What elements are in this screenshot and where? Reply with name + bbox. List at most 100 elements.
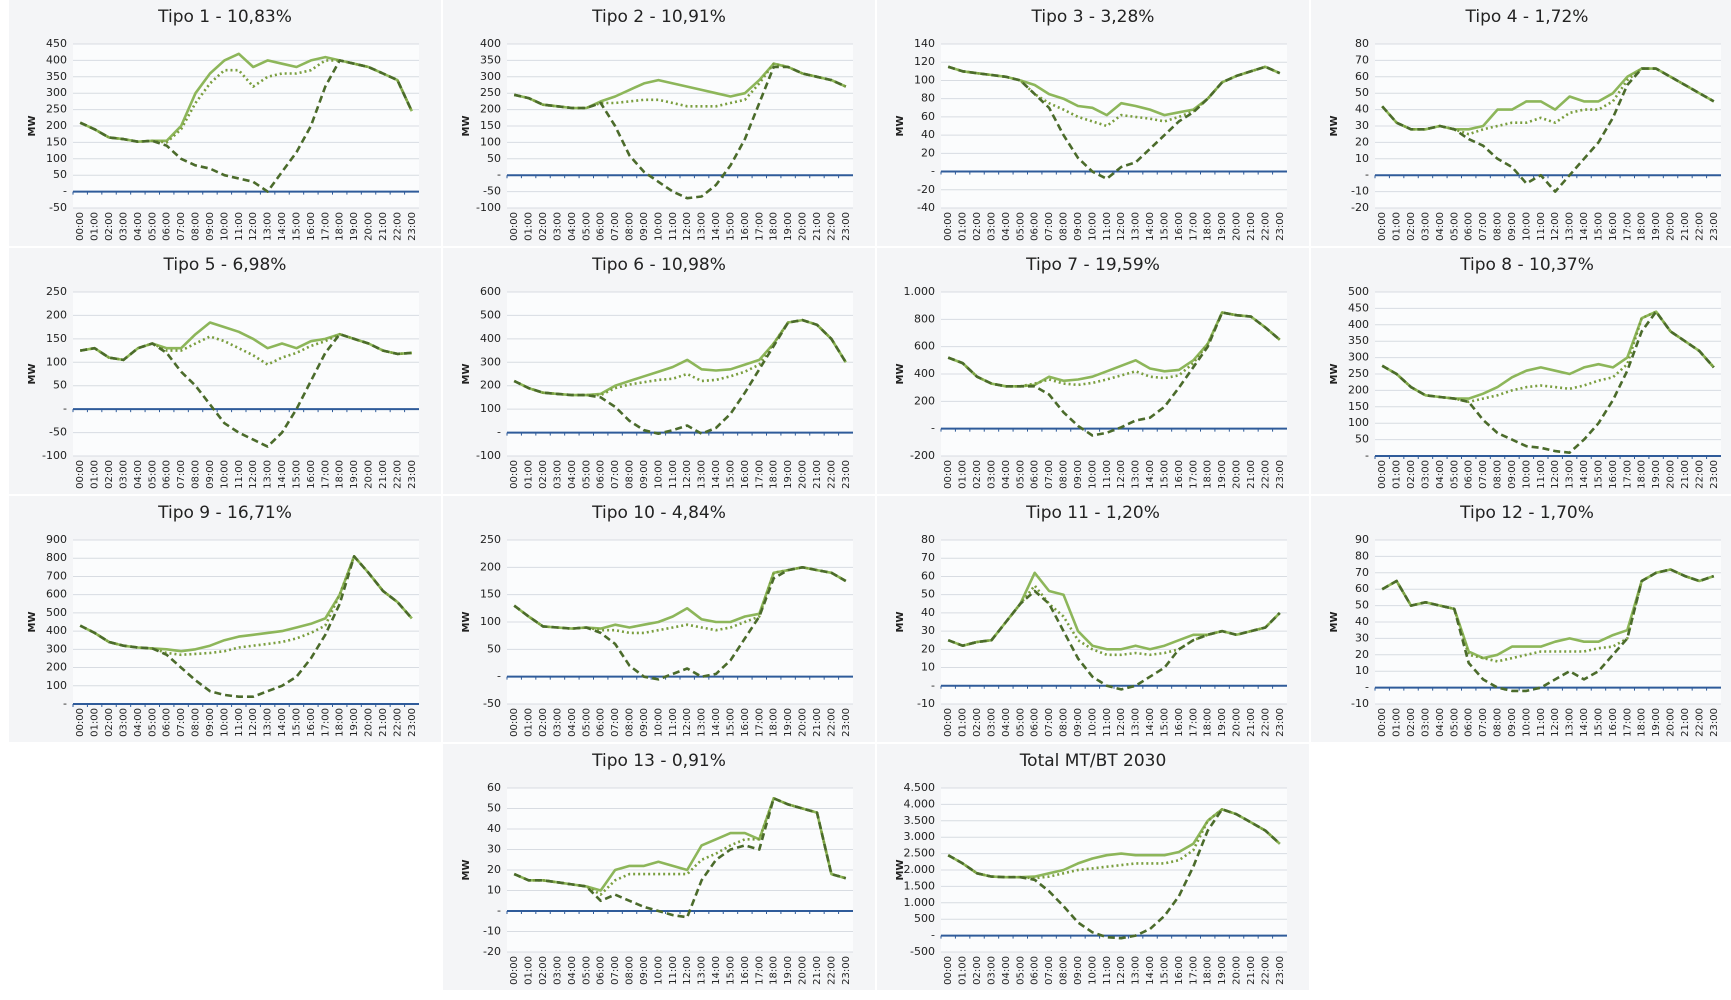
series-line bbox=[947, 311, 1281, 437]
y-tick-label: - bbox=[1365, 168, 1369, 181]
x-tick-label: 05:00 bbox=[1015, 460, 1026, 489]
y-tick-label: -10 bbox=[1351, 697, 1369, 710]
y-tick-label: 450 bbox=[46, 37, 67, 50]
x-tick-label: 03:00 bbox=[118, 460, 129, 489]
y-tick-label: 300 bbox=[46, 86, 67, 99]
chart: Total MT/BT 2030MW-500-5001.0001.5002.00… bbox=[877, 744, 1309, 990]
y-tick-label: - bbox=[63, 402, 67, 415]
y-tick-label: 600 bbox=[914, 340, 935, 353]
x-tick-label: 17:00 bbox=[1622, 708, 1633, 737]
x-tick-label: 11:00 bbox=[1102, 212, 1113, 241]
x-tick-label: 02:00 bbox=[104, 212, 115, 241]
x-tick-label: 10:00 bbox=[1521, 212, 1532, 241]
y-tick-label: 80 bbox=[921, 92, 935, 105]
x-tick-label: 20:00 bbox=[798, 956, 809, 985]
x-tick-label: 12:00 bbox=[1116, 708, 1127, 737]
y-tick-label: - bbox=[931, 422, 935, 435]
x-tick-label: 22:00 bbox=[1260, 212, 1271, 241]
plot-area bbox=[941, 44, 1287, 208]
y-tick-label: - bbox=[63, 185, 67, 198]
x-tick-label: 17:00 bbox=[754, 708, 765, 737]
x-tick-label: 13:00 bbox=[1131, 708, 1142, 737]
x-tick-label: 07:00 bbox=[176, 708, 187, 737]
y-tick-label: 100 bbox=[480, 402, 501, 415]
x-tick-label: 01:00 bbox=[90, 212, 101, 241]
x-tick-label: 11:00 bbox=[668, 460, 679, 489]
y-tick-label: -500 bbox=[910, 945, 935, 958]
y-tick-label: 80 bbox=[1355, 37, 1369, 50]
chart: Tipo 7 - 19,59%MW-200-2004006008001.0000… bbox=[877, 248, 1309, 494]
x-tick-label: 11:00 bbox=[1102, 460, 1113, 489]
x-tick-label: 19:00 bbox=[349, 708, 360, 737]
y-tick-label: 3.000 bbox=[904, 830, 936, 843]
x-tick-label: 09:00 bbox=[639, 708, 650, 737]
x-tick-label: 17:00 bbox=[1188, 212, 1199, 241]
x-tick-label: 15:00 bbox=[1159, 460, 1170, 489]
x-tick-label: 19:00 bbox=[783, 708, 794, 737]
x-tick-label: 01:00 bbox=[90, 708, 101, 737]
x-tick-label: 16:00 bbox=[1608, 460, 1619, 489]
y-tick-label: 250 bbox=[46, 285, 67, 298]
series-line bbox=[947, 65, 1281, 181]
y-tick-label: 60 bbox=[921, 569, 935, 582]
x-tick-label: 03:00 bbox=[986, 708, 997, 737]
x-tick-label: 20:00 bbox=[798, 708, 809, 737]
x-tick-label: 15:00 bbox=[291, 460, 302, 489]
y-tick-label: 400 bbox=[46, 624, 67, 637]
x-tick-label: 14:00 bbox=[711, 708, 722, 737]
x-tick-label: 02:00 bbox=[538, 212, 549, 241]
x-tick-label: 08:00 bbox=[1493, 212, 1504, 241]
x-tick-label: 01:00 bbox=[1392, 708, 1403, 737]
x-tick-label: 07:00 bbox=[610, 212, 621, 241]
x-tick-label: 04:00 bbox=[1001, 460, 1012, 489]
x-tick-label: 22:00 bbox=[1694, 708, 1705, 737]
x-tick-label: 03:00 bbox=[552, 956, 563, 985]
y-tick-label: 400 bbox=[480, 332, 501, 345]
x-tick-label: 19:00 bbox=[1651, 460, 1662, 489]
x-tick-label: 14:00 bbox=[1145, 956, 1156, 985]
x-tick-label: 14:00 bbox=[277, 460, 288, 489]
series-line bbox=[947, 589, 1281, 691]
x-tick-label: 13:00 bbox=[1565, 212, 1576, 241]
y-tick-label: 900 bbox=[46, 533, 67, 546]
x-tick-label: 17:00 bbox=[1188, 460, 1199, 489]
x-tick-label: 05:00 bbox=[1015, 956, 1026, 985]
x-tick-label: 10:00 bbox=[653, 460, 664, 489]
y-axis-label: MW bbox=[895, 860, 906, 881]
x-tick-label: 04:00 bbox=[567, 956, 578, 985]
x-tick-label: 06:00 bbox=[162, 460, 173, 489]
x-tick-label: 11:00 bbox=[1536, 708, 1547, 737]
y-tick-label: -10 bbox=[483, 925, 501, 938]
x-tick-label: 09:00 bbox=[1073, 956, 1084, 985]
x-tick-label: 14:00 bbox=[1145, 212, 1156, 241]
x-tick-label: 15:00 bbox=[1159, 956, 1170, 985]
y-tick-label: 300 bbox=[480, 70, 501, 83]
x-tick-label: 01:00 bbox=[958, 708, 969, 737]
x-tick-label: 18:00 bbox=[1203, 956, 1214, 985]
x-tick-label: 04:00 bbox=[1001, 708, 1012, 737]
x-tick-label: 06:00 bbox=[1030, 460, 1041, 489]
chart: Tipo 3 - 3,28%MW-40-20-20406080100120140… bbox=[877, 0, 1309, 246]
x-tick-label: 21:00 bbox=[378, 460, 389, 489]
x-tick-label: 08:00 bbox=[191, 212, 202, 241]
x-tick-label: 22:00 bbox=[392, 460, 403, 489]
y-tick-label: 4.500 bbox=[904, 781, 936, 794]
x-tick-label: 08:00 bbox=[1059, 460, 1070, 489]
x-tick-label: 22:00 bbox=[826, 956, 837, 985]
x-tick-label: 12:00 bbox=[682, 212, 693, 241]
y-tick-label: 40 bbox=[487, 822, 501, 835]
x-tick-label: 03:00 bbox=[986, 956, 997, 985]
y-tick-label: 200 bbox=[46, 661, 67, 674]
y-tick-label: -50 bbox=[49, 201, 67, 214]
y-tick-label: 60 bbox=[1355, 582, 1369, 595]
x-tick-label: 23:00 bbox=[407, 212, 418, 241]
x-tick-label: 08:00 bbox=[625, 460, 636, 489]
x-tick-label: 23:00 bbox=[1709, 708, 1720, 737]
y-tick-label: 400 bbox=[914, 367, 935, 380]
x-tick-label: 18:00 bbox=[1637, 212, 1648, 241]
plot-area bbox=[507, 292, 853, 456]
x-tick-label: 00:00 bbox=[509, 460, 520, 489]
y-tick-label: 1.500 bbox=[904, 879, 936, 892]
x-tick-label: 21:00 bbox=[812, 708, 823, 737]
